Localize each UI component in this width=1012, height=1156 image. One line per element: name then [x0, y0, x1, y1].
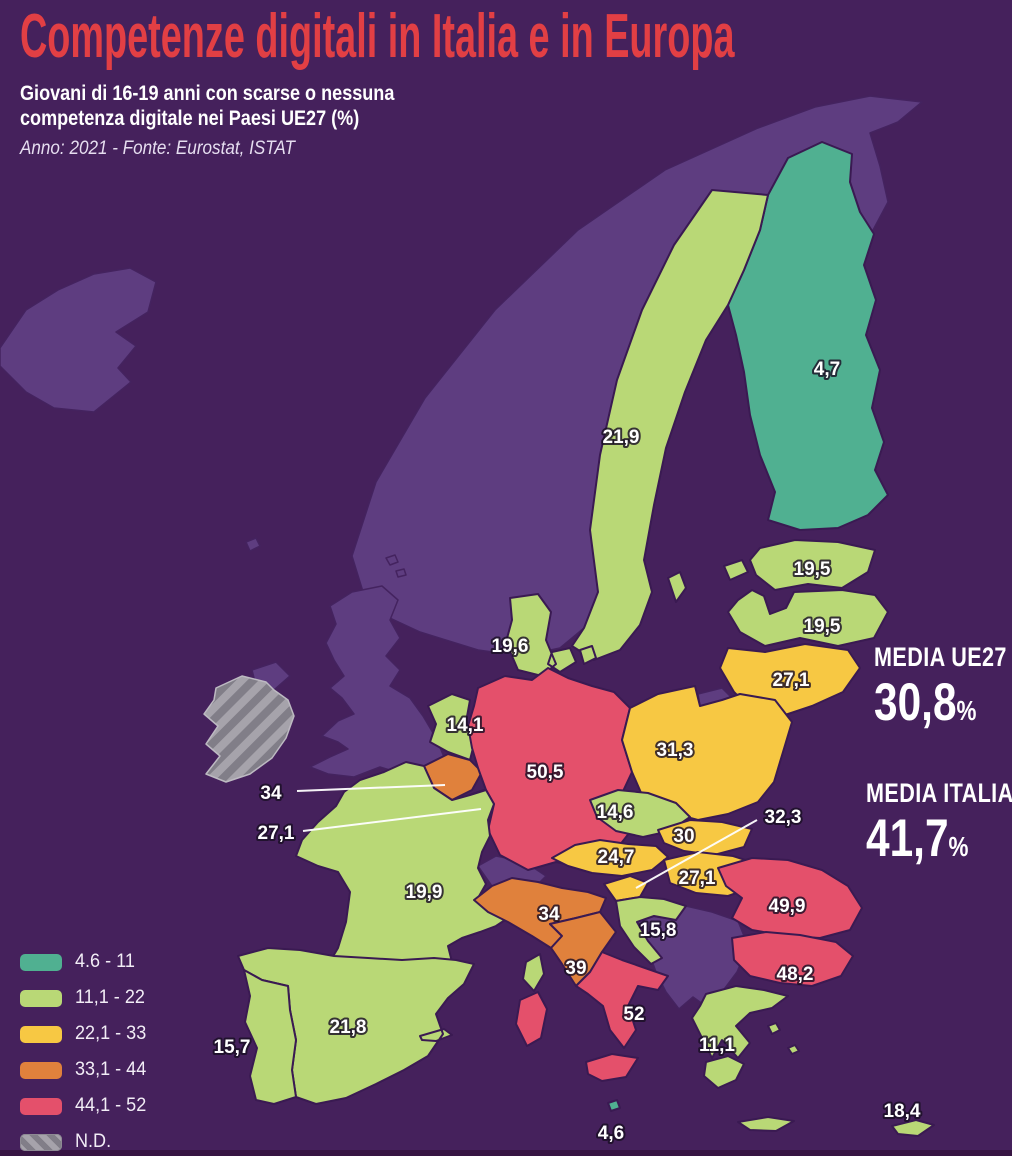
value-label-sweden: 21,9 [603, 427, 640, 448]
value-label-portugal: 15,7 [214, 1037, 251, 1058]
legend-item: 11,1 - 22 [20, 987, 150, 1009]
value-label-slovenia: 32,3 [765, 807, 802, 828]
country-united-kingdom [251, 554, 445, 778]
legend-swatch [20, 1061, 62, 1079]
country-austria [551, 839, 669, 877]
country-faroe-islands [245, 537, 261, 552]
subtitle-line-1: Giovani di 16-19 anni con scarse o nessu… [20, 82, 395, 105]
value-label-spain: 21,8 [330, 1017, 367, 1038]
country-iceland [0, 267, 157, 413]
country-portugal [243, 969, 297, 1105]
legend-label: 4.6 - 11 [75, 951, 135, 972]
stat-media-ue27: MEDIA UE27 30,8% [874, 642, 1007, 730]
country-malta [607, 1099, 621, 1112]
value-label-czechia: 14,6 [597, 802, 634, 823]
value-label-italy_center: 39 [565, 958, 586, 979]
value-label-slovakia: 30 [673, 826, 694, 847]
subtitle-line-2: competenza digitale nei Paesi UE27 (%) [20, 106, 360, 130]
legend-label: 11,1 - 22 [75, 987, 145, 1008]
value-label-austria: 24,7 [598, 847, 635, 868]
value-label-bulgaria: 48,2 [777, 964, 814, 985]
country-greece [691, 985, 800, 1132]
value-label-estonia: 19,5 [794, 559, 831, 580]
country-italy_south [515, 951, 669, 1082]
value-label-romania: 49,9 [769, 896, 806, 917]
stat-media-ue27-value: 30,8% [874, 676, 1007, 729]
value-label-lithuania: 27,1 [773, 670, 810, 691]
stat-media-italia: MEDIA ITALIA 41,7% [866, 778, 1012, 866]
legend-item: 4.6 - 11 [20, 951, 150, 973]
value-label-italy_south: 52 [623, 1004, 644, 1025]
legend-swatch [20, 953, 62, 971]
value-label-belgium: 34 [260, 783, 282, 804]
stat-media-ue27-number: 30,8 [874, 673, 957, 732]
legend-label: 44,1 - 52 [75, 1095, 147, 1116]
value-label-italy_north: 34 [538, 904, 560, 925]
legend-item: N.D. [20, 1131, 150, 1153]
stat-media-ue27-label: MEDIA UE27 [874, 642, 1007, 672]
value-label-latvia: 19,5 [804, 616, 841, 637]
legend-item: 33,1 - 44 [20, 1059, 150, 1081]
value-label-luxembourg: 27,1 [258, 823, 295, 844]
value-label-netherlands: 14,1 [447, 715, 484, 736]
legend: 4.6 - 11 11,1 - 22 22,1 - 33 33,1 - 44 44,1 … [20, 951, 150, 1153]
stat-media-italia-unit: % [948, 831, 969, 862]
country-latvia [727, 589, 889, 647]
value-label-france: 19,9 [406, 882, 443, 903]
legend-label: 22,1 - 33 [75, 1023, 147, 1044]
value-label-denmark: 19,6 [492, 636, 529, 657]
country-finland [727, 141, 889, 531]
country-slovakia [657, 819, 753, 856]
value-label-croatia: 15,8 [640, 920, 677, 941]
leader-line-belgium [296, 784, 446, 792]
source-note: Anno: 2021 - Fonte: Eurostat, ISTAT [20, 138, 296, 159]
page-title: Competenze digitali in Italia e in Europ… [20, 2, 735, 71]
legend-swatch [20, 989, 62, 1007]
value-label-poland: 31,3 [657, 740, 694, 761]
value-label-malta: 4,6 [598, 1123, 624, 1144]
country-ireland [203, 675, 295, 783]
country-cyprus [891, 1119, 935, 1137]
country-france [295, 761, 545, 992]
leader-line-luxembourg [302, 808, 482, 832]
leader-line-slovenia [635, 819, 758, 889]
legend-swatch [20, 1097, 62, 1115]
country-slovenia [603, 875, 649, 902]
value-label-finland: 4,7 [814, 359, 840, 380]
value-label-germany: 50,5 [527, 762, 564, 783]
country-croatia [615, 896, 687, 965]
subtitle: Giovani di 16-19 anni con scarse o nessu… [20, 82, 394, 132]
value-label-cyprus: 18,4 [884, 1101, 921, 1122]
country-estonia [723, 539, 876, 591]
legend-item: 22,1 - 33 [20, 1023, 150, 1045]
legend-swatch [20, 1025, 62, 1043]
stat-media-italia-label: MEDIA ITALIA [866, 778, 1012, 808]
bottom-edge-strip [0, 1150, 1012, 1156]
legend-label: N.D. [75, 1131, 112, 1152]
stat-media-ue27-unit: % [956, 695, 977, 726]
value-label-greece: 11,1 [699, 1035, 735, 1056]
country-netherlands [427, 693, 475, 761]
stat-media-italia-number: 41,7 [866, 809, 949, 868]
country-romania [717, 857, 863, 939]
value-label-hungary: 27,1 [679, 868, 716, 889]
country-bulgaria [731, 931, 854, 987]
legend-label: 33,1 - 44 [75, 1059, 147, 1080]
country-sweden [571, 189, 769, 661]
stat-media-italia-value: 41,7% [866, 812, 1012, 865]
legend-item: 44,1 - 52 [20, 1095, 150, 1117]
legend-swatch [20, 1133, 62, 1151]
